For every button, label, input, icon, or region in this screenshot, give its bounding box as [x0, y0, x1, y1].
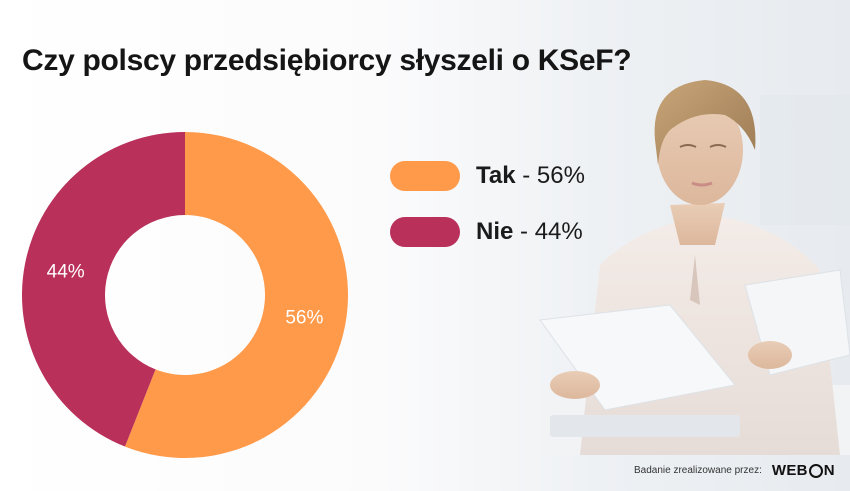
footer: Badanie zrealizowane przez: WEB N — [634, 462, 835, 479]
legend-label-tak: Tak — [476, 162, 516, 189]
legend-swatch-tak — [390, 161, 460, 191]
donut-slice-tak — [124, 132, 348, 458]
logo-text-left: WEB — [771, 462, 808, 479]
legend-label-nie: Nie — [476, 218, 514, 245]
donut-slice-nie — [22, 132, 185, 447]
logo-circle — [808, 463, 823, 478]
data-label-nie: 44% — [47, 262, 85, 283]
data-label-tak: 56% — [285, 307, 323, 328]
webcon-logo: WEB N — [772, 462, 835, 479]
legend-value-tak: 56% — [536, 162, 585, 189]
legend-item-tak: Tak - 56% — [390, 158, 585, 194]
footer-note: Badanie zrealizowane przez: — [634, 465, 762, 476]
legend-value-nie: 44% — [534, 218, 583, 245]
chart-legend: Tak - 56% Nie - 44% — [390, 158, 585, 270]
legend-separator-tak: - — [515, 162, 537, 189]
donut-chart: 56% 44% — [22, 132, 348, 458]
page-title: Czy polscy przedsiębiorcy słyszeli o KSe… — [22, 44, 632, 77]
woman-reading-documents-photo — [539, 80, 850, 455]
legend-separator-nie: - — [513, 218, 535, 245]
legend-swatch-nie — [390, 217, 460, 247]
legend-item-nie: Nie - 44% — [390, 214, 585, 250]
logo-text-right: N — [823, 462, 835, 479]
